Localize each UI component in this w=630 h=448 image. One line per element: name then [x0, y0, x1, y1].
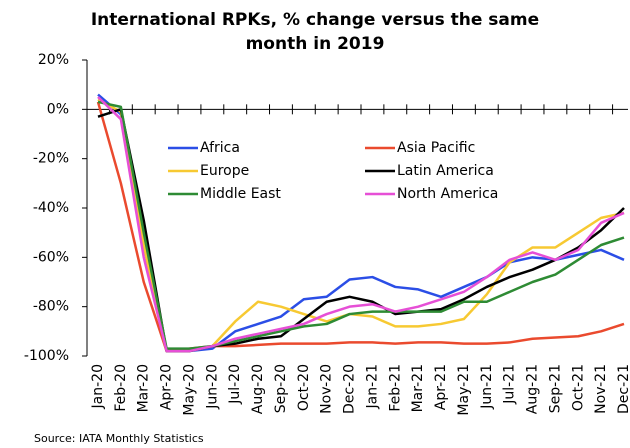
legend-label: Middle East	[200, 186, 281, 202]
legend-label: Europe	[200, 163, 249, 179]
x-tick-label: Dec-20	[342, 364, 358, 414]
y-tick-label: -20%	[33, 151, 69, 167]
legend-label: Asia Pacific	[397, 140, 475, 156]
x-tick-label: Mar-20	[136, 364, 152, 412]
x-tick-label: Feb-21	[387, 364, 403, 412]
x-tick-label: Jan-21	[364, 364, 380, 409]
x-tick-label: Jun-20	[204, 364, 220, 410]
x-tick-label: Sep-21	[547, 364, 563, 413]
legend-label: Latin America	[397, 163, 494, 179]
legend-label: North America	[397, 186, 498, 202]
x-tick-label: Dec-21	[616, 364, 630, 414]
x-tick-label: Jun-21	[479, 364, 495, 410]
y-tick-label: -40%	[33, 200, 69, 216]
y-tick-label: 20%	[38, 52, 69, 68]
x-tick-label: Feb-20	[113, 364, 129, 412]
x-tick-label: Apr-21	[433, 364, 449, 410]
x-tick-label: May-20	[181, 364, 197, 416]
x-tick-label: Oct-20	[296, 364, 312, 411]
x-tick-label: Aug-21	[525, 364, 541, 414]
chart-title: International RPKs, % change versus the …	[90, 10, 540, 54]
x-tick-label: Sep-20	[273, 364, 289, 413]
x-tick-label: Nov-20	[319, 364, 335, 414]
x-tick-label: May-21	[456, 364, 472, 416]
x-tick-label: Aug-20	[250, 364, 266, 414]
x-tick-label: Nov-21	[593, 364, 609, 414]
x-tick-label: Apr-20	[159, 364, 175, 410]
series-line	[97, 96, 625, 353]
source: Source: IATA Monthly Statistics	[34, 432, 204, 445]
x-tick-label: Oct-21	[570, 364, 586, 411]
y-tick-label: -80%	[33, 299, 69, 315]
y-tick-label: -100%	[24, 348, 69, 364]
legend-label: Africa	[200, 140, 240, 156]
y-tick-label: 0%	[47, 101, 69, 117]
series-line	[97, 100, 625, 350]
x-tick-label: Jul-20	[227, 364, 243, 405]
x-tick-label: Jul-21	[502, 364, 518, 405]
y-tick-label: -60%	[33, 249, 69, 265]
x-tick-label: Jan-20	[90, 364, 106, 409]
x-tick-label: Mar-21	[410, 364, 426, 412]
